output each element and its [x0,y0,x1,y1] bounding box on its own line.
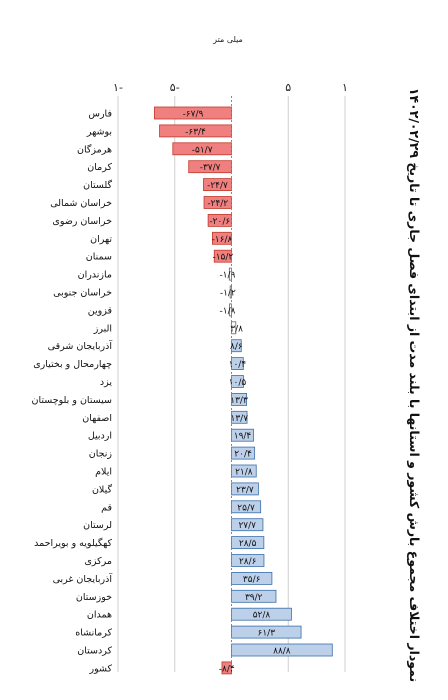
category-label: اردبیل [88,431,112,442]
category-label: خراسان رضوی [52,216,112,227]
data-label: -۱/۸ [220,306,236,316]
category-label: کرمانشاه [75,628,112,639]
data-label: ۱۹/۴ [234,432,252,442]
category-label: خوزستان [76,592,112,603]
category-label: سیستان و بلوچستان [32,395,112,406]
data-label: -۸/۴ [219,664,235,674]
data-label: ۲۸/۶ [239,557,257,567]
category-label: خراسان شمالی [50,198,112,209]
category-label: سمنان [86,252,112,263]
category-labels: فارس بوشهر هرمزگان کرمان گلستان خراسان شمالی خ… [32,109,113,675]
category-label: لرستان [83,520,112,531]
category-label: کهگیلویه و بویراحمد [34,537,112,549]
x-tick-label: ۱- [113,81,123,94]
data-label: -۱۶/۸ [212,235,233,245]
category-label: گلستان [83,179,112,191]
value-labels: -۶۷/۹ -۶۳/۴ -۵۱/۷ -۳۷/۷ -۲۴/۷ -۲۴/۲ -۲۰/۶ -۱۶/۸… [183,110,291,675]
category-label: ایلام [95,467,112,478]
data-label: -۲۰/۶ [209,217,230,227]
category-label: گیلان [92,483,113,495]
data-label: -۲۴/۷ [207,181,228,191]
bar [231,392,247,406]
bar [231,464,257,478]
data-label: ۳۹/۲ [245,593,263,603]
bar [221,661,232,675]
bars [154,106,333,675]
bar [231,572,273,585]
bar [231,357,244,371]
bar [231,321,237,335]
category-label: فارس [88,109,112,120]
category-label: زنجان [89,449,113,460]
x-tick-label: ۱ [342,81,348,94]
data-label: ۱۳/۷ [231,414,249,424]
category-label: چهارمحال و بختیاری [33,359,112,370]
bar [231,500,262,514]
category-label: همدان [87,610,112,621]
data-label: ۱۰/۴ [229,360,247,370]
data-label: -۶۷/۹ [183,110,204,120]
data-label: -۶۳/۴ [185,127,206,137]
category-label: مرکزی [84,556,112,567]
data-label: ۲۱/۸ [235,468,253,478]
bar [159,124,232,138]
category-label: قزوین [88,305,112,316]
bar [231,428,254,442]
bar [188,160,232,174]
x-tick-label: ۵- [170,81,180,94]
data-label: ۲۸/۵ [239,539,257,549]
bar [231,607,292,621]
data-label: ۱۳/۳ [230,396,248,406]
data-label: ۸۸/۸ [273,647,291,657]
grid-lines [117,96,346,672]
bar [231,536,265,549]
data-label: -۱۵/۲ [212,253,233,263]
category-label: کردستان [77,646,112,657]
data-label: -۵۱/۷ [192,145,213,155]
bar [212,231,232,245]
category-label: خراسان جنوبی [53,288,112,299]
category-label: آذربایجان غربی [53,572,113,585]
category-label: کشور [89,663,113,674]
unit-label: میلی متر [212,35,243,44]
data-label: ۲۷/۷ [238,521,256,531]
data-label: ۵۲/۸ [253,611,271,621]
data-label: ۳/۸ [230,324,243,334]
category-label: بوشهر [86,126,112,137]
data-label: ۲۰/۴ [234,450,252,460]
category-label: قم [101,502,112,513]
x-axis-ticks: ۱- ۵- ۵ ۱ [113,81,348,94]
data-label: -۱/۹ [219,271,235,281]
chart-title: نمودار اختلاف مجموع بارش کشور و استانها … [407,88,422,682]
category-label: کرمان [87,162,112,173]
data-label: ۸/۶ [230,342,243,352]
category-label: اصفهان [82,413,112,424]
category-label: تهران [90,234,112,245]
x-tick-label: ۵ [285,81,291,94]
bar [203,196,232,209]
category-label: یزد [100,377,112,388]
data-label: -۳۷/۷ [200,163,221,173]
data-label: ۲۵/۷ [237,503,255,513]
category-label: مازندران [78,270,112,281]
data-label: -۲۴/۲ [207,199,228,209]
category-label: هرمزگان [77,143,112,155]
data-label: ۳۵/۶ [243,575,261,585]
data-label: ۲۳/۷ [236,485,254,495]
bar [228,267,232,281]
category-label: آذربایجان شرقی [48,339,113,352]
data-label: -۱/۲ [220,289,236,299]
data-label: ۱۰/۵ [229,378,247,388]
category-label: البرز [93,323,112,334]
data-label: ۶۱/۳ [258,629,276,639]
